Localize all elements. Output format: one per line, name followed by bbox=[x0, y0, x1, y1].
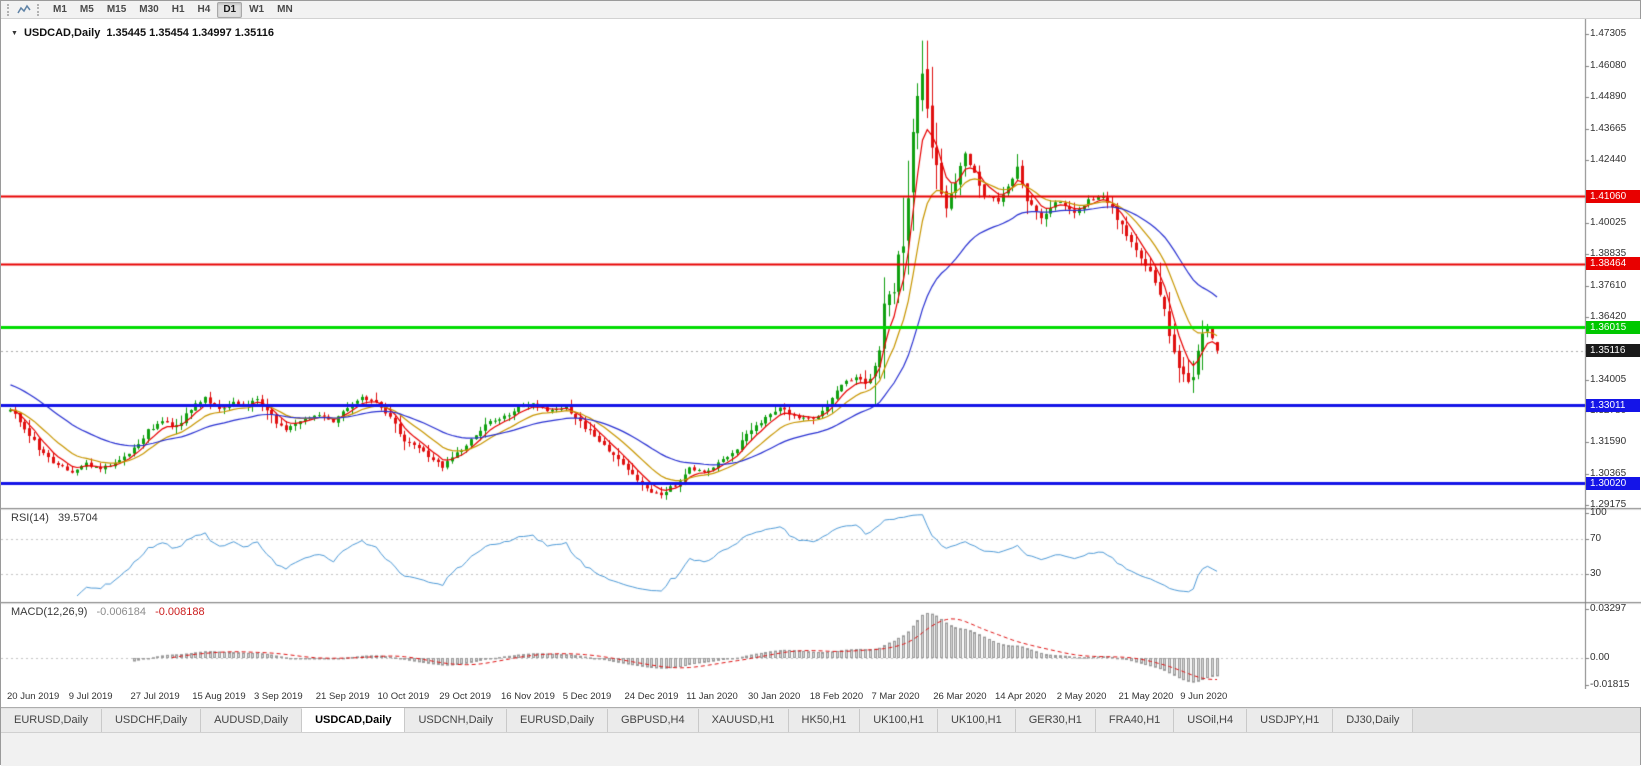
timeframe-button-m1[interactable]: M1 bbox=[53, 3, 67, 15]
chart-region: ▼ USDCAD,Daily 1.35445 1.35454 1.34997 1… bbox=[1, 19, 1641, 707]
date-label: 5 Dec 2019 bbox=[562, 691, 612, 702]
chart-tab-usoil-h4-13[interactable]: USOil,H4 bbox=[1174, 709, 1248, 732]
resistance-price-label-1: 1.41060 bbox=[1586, 189, 1640, 203]
price-axis-label: 1.44890 bbox=[1590, 90, 1627, 102]
chart-tab-eurusd-daily-5[interactable]: EURUSD,Daily bbox=[507, 709, 608, 732]
macd-name: MACD(12,26,9) bbox=[11, 606, 88, 618]
rsi-scale-label: 30 bbox=[1590, 567, 1602, 579]
macd-scale-label: 0.00 bbox=[1590, 652, 1610, 663]
chart-ohlc-values: 1.35445 1.35454 1.34997 1.35116 bbox=[106, 27, 274, 39]
chart-tab-audusd-daily-2[interactable]: AUDUSD,Daily bbox=[201, 709, 303, 732]
date-label: 15 Aug 2019 bbox=[192, 691, 246, 702]
price-axis-label: 1.38835 bbox=[1590, 248, 1627, 260]
timeframe-button-mn[interactable]: MN bbox=[277, 3, 293, 15]
timeframe-buttons: M1 M5 M15 M30 H1 H4 D1 W1 MN bbox=[47, 1, 299, 18]
support-price-label-1: 1.33011 bbox=[1586, 398, 1640, 412]
date-label: 20 Jun 2019 bbox=[7, 691, 60, 702]
chart-tab-ger30-h1-11[interactable]: GER30,H1 bbox=[1015, 709, 1096, 732]
price-axis-label: 1.31590 bbox=[1590, 436, 1627, 448]
date-label: 2 May 2020 bbox=[1056, 691, 1107, 702]
chart-tab-fra40-h1-12[interactable]: FRA40,H1 bbox=[1095, 709, 1175, 732]
chart-tab-usdchf-daily-1[interactable]: USDCHF,Daily bbox=[101, 709, 202, 732]
date-label: 10 Oct 2019 bbox=[377, 691, 430, 702]
chart-title: ▼ USDCAD,Daily 1.35445 1.35454 1.34997 1… bbox=[11, 27, 274, 39]
date-label: 30 Jan 2020 bbox=[748, 691, 801, 702]
chart-tab-uk100-h1-9[interactable]: UK100,H1 bbox=[860, 709, 938, 732]
resistance-price-label-2: 1.38464 bbox=[1586, 257, 1640, 271]
rsi-scale-label: 70 bbox=[1590, 533, 1602, 545]
macd-indicator-label[interactable]: MACD(12,26,9) -0.006184 -0.008188 bbox=[11, 606, 205, 618]
chart-periods-icon[interactable] bbox=[17, 3, 31, 17]
timeframe-button-h1[interactable]: H1 bbox=[171, 3, 185, 15]
price-axis-label: 1.46080 bbox=[1590, 59, 1627, 71]
toolbar-grip bbox=[37, 3, 41, 16]
chart-tab-gbpusd-h4-6[interactable]: GBPUSD,H4 bbox=[608, 709, 699, 732]
timeframe-button-m5[interactable]: M5 bbox=[79, 3, 94, 15]
chart-tab-dj30-daily-15[interactable]: DJ30,Daily bbox=[1333, 709, 1414, 732]
current-price-label: 1.35116 bbox=[1586, 344, 1640, 358]
macd-signal-value: -0.008188 bbox=[155, 606, 205, 618]
date-label: 14 Apr 2020 bbox=[995, 691, 1047, 702]
price-axis-label: 1.37610 bbox=[1590, 279, 1627, 291]
price-axis-label: 1.43665 bbox=[1590, 122, 1627, 134]
macd-scale-label: -0.01815 bbox=[1590, 678, 1630, 690]
date-label: 21 May 2020 bbox=[1118, 691, 1174, 702]
date-label: 7 Mar 2020 bbox=[871, 691, 920, 702]
rsi-name: RSI(14) bbox=[11, 512, 49, 524]
chart-symbol-period: USDCAD,Daily bbox=[23, 27, 101, 39]
price-axis-label: 1.47305 bbox=[1590, 28, 1627, 39]
macd-scale-label: 0.03297 bbox=[1590, 603, 1627, 614]
price-chart-canvas[interactable] bbox=[1, 19, 1641, 689]
price-axis-label: 1.29175 bbox=[1590, 499, 1627, 511]
support-price-label-2: 1.30020 bbox=[1586, 476, 1640, 490]
price-axis-label: 1.30365 bbox=[1590, 468, 1627, 480]
rsi-value: 39.5704 bbox=[57, 512, 98, 524]
chart-tab-hk50-h1-8[interactable]: HK50,H1 bbox=[788, 709, 861, 732]
price-axis-label: 1.36420 bbox=[1590, 310, 1627, 322]
date-label: 27 Jul 2019 bbox=[130, 691, 180, 702]
price-axis-label: 1.42440 bbox=[1590, 154, 1627, 166]
date-label: 9 Jun 2020 bbox=[1180, 691, 1228, 702]
chart-tab-xauusd-h1-7[interactable]: XAUUSD,H1 bbox=[698, 709, 789, 732]
chart-tab-eurusd-daily-0[interactable]: EURUSD,Daily bbox=[1, 709, 102, 732]
timeframe-button-m30[interactable]: M30 bbox=[139, 3, 159, 15]
window-bottom-strip bbox=[1, 732, 1640, 766]
chart-tab-bar: EURUSD,Daily USDCHF,Daily AUDUSD,Daily USDC… bbox=[1, 707, 1640, 732]
date-label: 21 Sep 2019 bbox=[315, 691, 370, 702]
timeframe-toolbar: M1 M5 M15 M30 H1 H4 D1 W1 MN bbox=[1, 1, 1640, 19]
date-label: 18 Feb 2020 bbox=[809, 691, 864, 702]
rsi-scale-label: 100 bbox=[1590, 507, 1607, 518]
date-label: 24 Dec 2019 bbox=[624, 691, 679, 702]
date-label: 11 Jan 2020 bbox=[686, 691, 738, 702]
date-label: 3 Sep 2019 bbox=[254, 691, 303, 702]
timeframe-button-h4[interactable]: H4 bbox=[197, 3, 211, 15]
date-label: 29 Oct 2019 bbox=[439, 691, 492, 702]
timeframe-button-d1[interactable]: D1 bbox=[217, 1, 243, 18]
chart-tab-usdjpy-h1-14[interactable]: USDJPY,H1 bbox=[1247, 709, 1334, 732]
date-label: 9 Jul 2019 bbox=[68, 691, 113, 702]
chart-tab-usdcnh-daily-4[interactable]: USDCNH,Daily bbox=[405, 709, 508, 732]
price-axis-label: 1.34005 bbox=[1590, 373, 1627, 385]
price-axis-label: 1.40025 bbox=[1590, 217, 1627, 229]
rsi-indicator-label[interactable]: RSI(14) 39.5704 bbox=[11, 512, 98, 524]
chart-tab-usdcad-daily-3[interactable]: USDCAD,Daily bbox=[302, 708, 406, 732]
date-label: 16 Nov 2019 bbox=[501, 691, 555, 702]
date-label: 26 Mar 2020 bbox=[933, 691, 987, 702]
timeframe-button-w1[interactable]: W1 bbox=[249, 3, 265, 15]
pivot-price-label: 1.36015 bbox=[1586, 320, 1640, 334]
chart-tab-uk100-h1-10[interactable]: UK100,H1 bbox=[937, 709, 1016, 732]
toolbar-grip bbox=[7, 3, 11, 16]
timeframe-button-m15[interactable]: M15 bbox=[106, 3, 127, 15]
macd-main-value: -0.006184 bbox=[96, 606, 147, 618]
symbol-dropdown-icon: ▼ bbox=[11, 29, 18, 37]
